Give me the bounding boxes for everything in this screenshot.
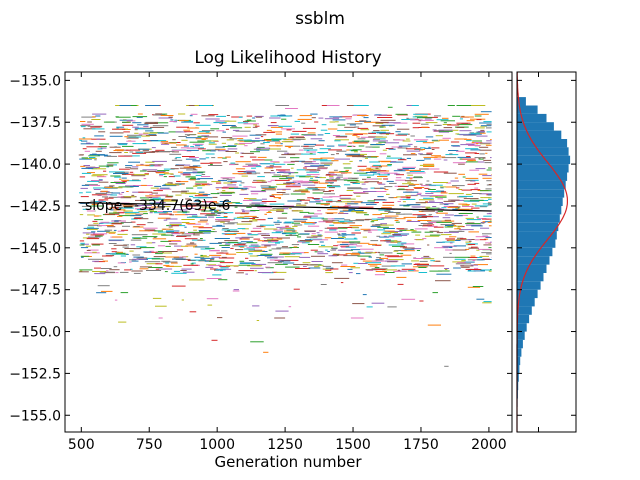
histogram-bar xyxy=(517,264,547,273)
histogram-bar xyxy=(517,105,538,114)
histogram-bar xyxy=(517,306,532,315)
x-tick-label: 750 xyxy=(136,437,163,453)
y-tick-label: −135.0 xyxy=(9,73,61,89)
x-axis-ticks: 500 750 1000 1250 1500 1750 2000 xyxy=(68,72,507,453)
x-tick-label: 1000 xyxy=(199,437,235,453)
histogram-bar xyxy=(517,164,569,173)
histogram-bar xyxy=(517,180,566,190)
histogram-bar xyxy=(517,314,530,324)
histogram-bar xyxy=(517,222,559,232)
histogram-bar xyxy=(517,172,568,181)
histogram-bar xyxy=(517,122,554,131)
histogram-bar xyxy=(517,247,553,257)
histogram-bar xyxy=(517,272,544,282)
y-tick-label: −147.5 xyxy=(9,283,61,299)
histogram-bars xyxy=(517,97,571,416)
histogram-bar xyxy=(517,231,557,240)
y-tick-label: −152.5 xyxy=(9,366,61,382)
histogram-bar xyxy=(517,373,519,382)
histogram-bar xyxy=(517,214,560,223)
histogram-bar xyxy=(517,147,569,156)
hist-axes-frame xyxy=(516,71,577,433)
y-tick-label: −142.5 xyxy=(9,199,61,215)
histogram-bar xyxy=(517,339,523,349)
histogram-bar xyxy=(517,206,562,215)
y-tick-label: −155.0 xyxy=(9,408,61,424)
histogram-bar xyxy=(517,155,571,165)
histogram-bar xyxy=(517,289,538,299)
x-tick-label: 2000 xyxy=(471,437,507,453)
histogram-bar xyxy=(517,97,526,106)
histogram-bar xyxy=(517,331,525,340)
trend-line xyxy=(78,202,492,212)
histogram-bar xyxy=(517,139,568,148)
x-axis-label: Generation number xyxy=(215,453,363,471)
histogram-bar xyxy=(517,239,556,248)
main-axes-frame xyxy=(64,71,513,433)
y-tick-label: −145.0 xyxy=(9,241,61,257)
x-tick-label: 1500 xyxy=(335,437,371,453)
x-tick-label: 1250 xyxy=(267,437,303,453)
y-tick-label: −150.0 xyxy=(9,325,61,341)
y-tick-label: −140.0 xyxy=(9,157,61,173)
hist-ticks xyxy=(517,72,576,432)
figure-suptitle: ssblm xyxy=(295,9,345,29)
histogram-bar xyxy=(517,189,565,198)
trace-segments xyxy=(78,105,492,367)
trace-plot: slope=-334.7(63)e-6 500 750 1000 1250 1500 17… xyxy=(9,71,513,471)
histogram-panel xyxy=(516,71,577,433)
histogram-bar xyxy=(517,113,547,123)
histogram-bar xyxy=(517,348,522,357)
y-axis-ticks: −135.0 −137.5 −140.0 −142.5 −145.0 −147.5 −150… xyxy=(9,73,512,424)
x-tick-label: 1750 xyxy=(403,437,439,453)
histogram-bar xyxy=(517,323,527,332)
slope-annotation: slope=-334.7(63)e-6 xyxy=(85,198,231,214)
histogram-bar xyxy=(517,197,563,206)
histogram-bar xyxy=(517,256,550,265)
histogram-bar xyxy=(517,365,520,374)
chart-title: Log Likelihood History xyxy=(194,48,381,68)
x-tick-label: 500 xyxy=(68,437,95,453)
histogram-bar xyxy=(517,356,521,366)
y-tick-label: −137.5 xyxy=(9,115,61,131)
histogram-bar xyxy=(517,298,535,307)
histogram-bar xyxy=(517,130,562,139)
histogram-bar xyxy=(517,281,541,290)
